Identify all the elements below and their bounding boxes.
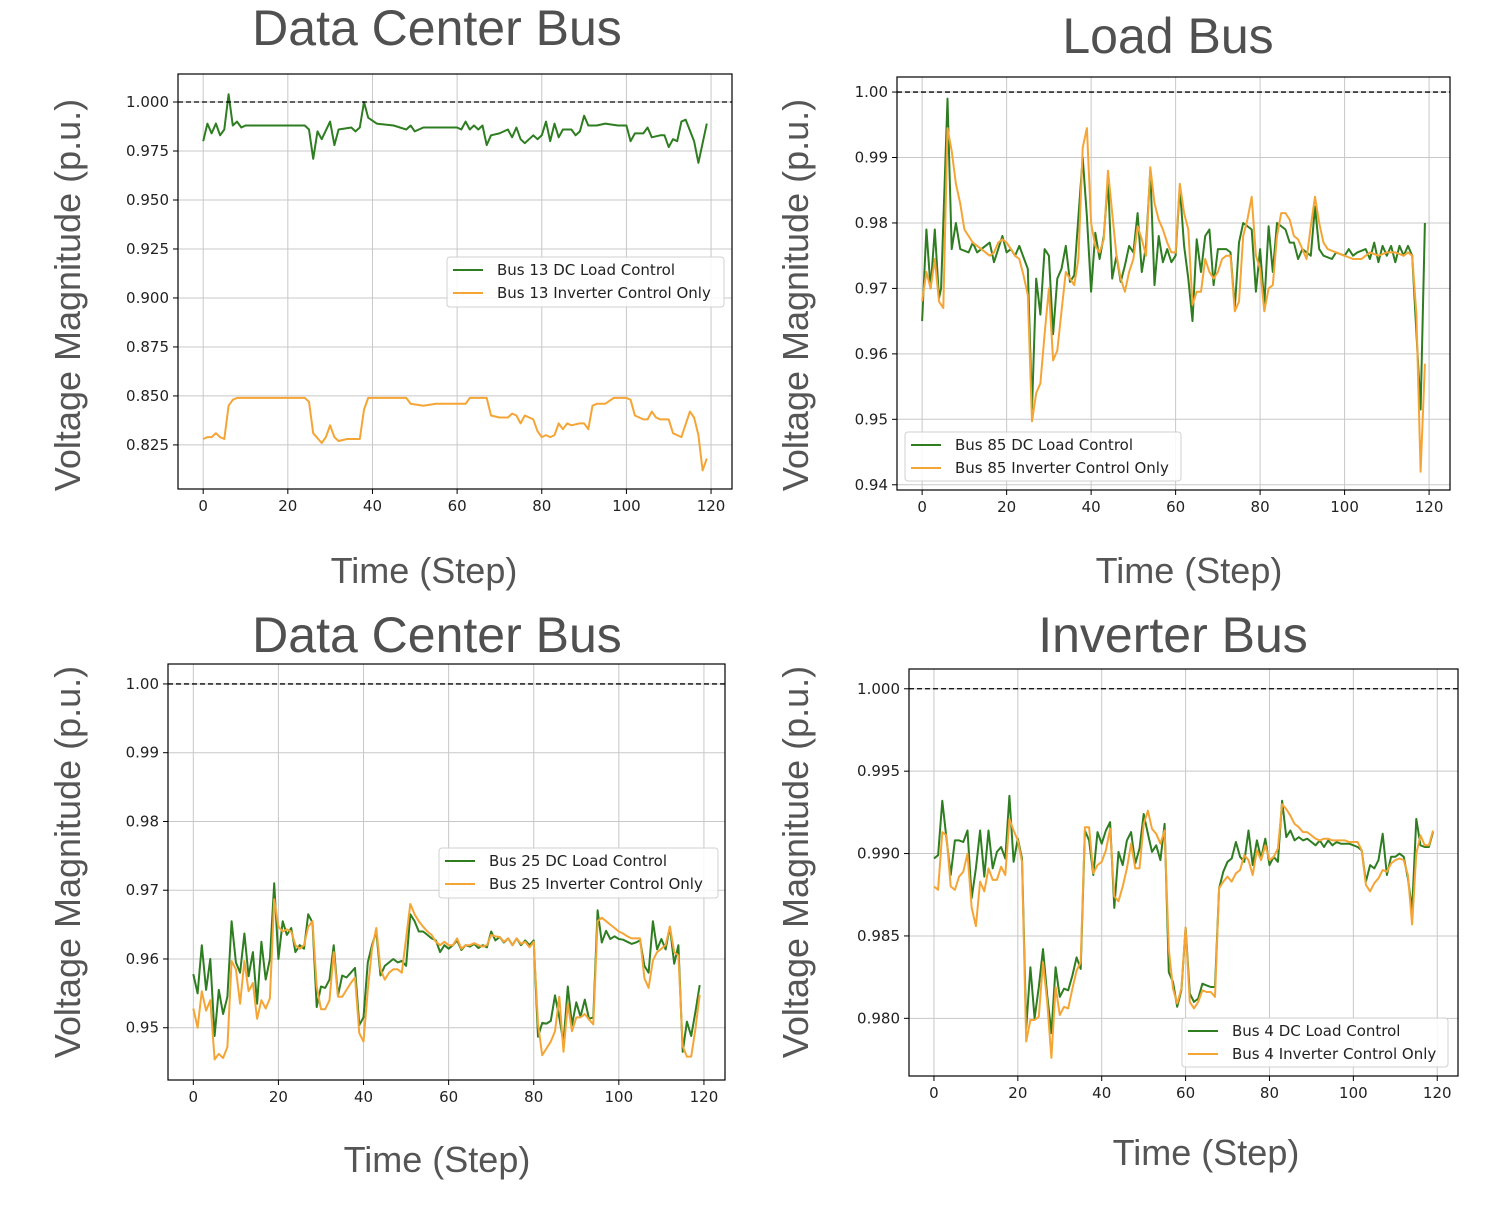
- y-tick-label: 0.925: [126, 240, 169, 258]
- legend-box: [446, 256, 725, 308]
- legend-label: Bus 25 Inverter Control Only: [489, 875, 703, 893]
- series-line-inverter-control-only: [192, 898, 701, 1061]
- legend: Bus 85 DC Load Control Bus 85 Inverter Co…: [904, 431, 1182, 482]
- x-tick-label: 20: [1008, 1084, 1027, 1102]
- y-tick-label: 0.98: [855, 214, 888, 232]
- x-axis-label: Time (Step): [1113, 1132, 1300, 1173]
- x-tick-label: 100: [605, 1088, 634, 1106]
- y-tick-label: 1.000: [126, 93, 169, 111]
- x-tick-label: 20: [278, 497, 297, 515]
- x-tick-label: 80: [532, 497, 551, 515]
- y-axis-label: Voltage Magnitude (p.u.): [47, 666, 88, 1058]
- subplot-4: Inverter Bus Time (Step) Voltage Magnitude…: [775, 607, 1459, 1173]
- y-tick-label: 0.96: [126, 950, 159, 968]
- subplot-1: Data Center Bus Time (Step) Voltage Magnit…: [47, 0, 733, 591]
- subplot-3: Data Center Bus Time (Step) Voltage Magnit…: [47, 607, 726, 1180]
- x-tick-label: 100: [1330, 498, 1359, 516]
- x-tick-label: 0: [917, 498, 927, 516]
- x-tick-label: 80: [1260, 1084, 1279, 1102]
- x-tick-label: 120: [697, 497, 726, 515]
- series-line-dc-load-control: [921, 97, 1426, 411]
- legend-label: Bus 25 DC Load Control: [489, 852, 667, 870]
- y-tick-label: 0.875: [126, 338, 169, 356]
- x-tick-label: 100: [612, 497, 641, 515]
- x-tick-label: 0: [198, 497, 208, 515]
- legend-label: Bus 85 Inverter Control Only: [955, 459, 1169, 477]
- y-tick-label: 1.00: [126, 675, 159, 693]
- y-tick-label: 0.94: [855, 476, 888, 494]
- y-tick-label: 0.985: [857, 927, 900, 945]
- x-tick-label: 120: [1415, 498, 1444, 516]
- series-line-dc-load-control: [202, 93, 708, 164]
- axes-frame: [908, 668, 1459, 1077]
- legend-box: [1181, 1017, 1449, 1068]
- x-axis-label: Time (Step): [331, 550, 518, 591]
- x-axis-label: Time (Step): [344, 1139, 531, 1180]
- x-tick-label: 0: [189, 1088, 199, 1106]
- y-tick-label: 0.95: [855, 410, 888, 428]
- series-line-inverter-control-only: [921, 127, 1426, 473]
- x-tick-label: 40: [1082, 498, 1101, 516]
- chart-title: Data Center Bus: [252, 0, 622, 56]
- y-tick-label: 1.00: [855, 83, 888, 101]
- legend: Bus 13 DC Load Control Bus 13 Inverter Co…: [446, 256, 725, 308]
- y-tick-label: 0.995: [857, 762, 900, 780]
- axes-frame: [896, 76, 1451, 491]
- y-tick-label: 0.96: [855, 345, 888, 363]
- y-tick-label: 0.980: [857, 1009, 900, 1027]
- x-tick-label: 100: [1339, 1084, 1368, 1102]
- x-tick-label: 40: [1092, 1084, 1111, 1102]
- y-axis-label: Voltage Magnitude (p.u.): [47, 99, 88, 491]
- x-tick-label: 120: [690, 1088, 719, 1106]
- legend-box: [438, 847, 719, 899]
- y-tick-label: 0.99: [126, 744, 159, 762]
- chart-title: Inverter Bus: [1038, 607, 1308, 663]
- y-tick-label: 0.97: [126, 881, 159, 899]
- x-tick-label: 40: [354, 1088, 373, 1106]
- chart-title: Load Bus: [1062, 8, 1273, 64]
- legend: Bus 4 DC Load Control Bus 4 Inverter Cont…: [1181, 1017, 1449, 1068]
- y-tick-label: 0.900: [126, 289, 169, 307]
- legend-label: Bus 4 Inverter Control Only: [1232, 1045, 1436, 1063]
- x-tick-label: 60: [439, 1088, 458, 1106]
- y-tick-label: 0.990: [857, 845, 900, 863]
- y-tick-label: 0.850: [126, 387, 169, 405]
- y-tick-label: 0.825: [126, 436, 169, 454]
- legend-label: Bus 13 Inverter Control Only: [497, 284, 711, 302]
- legend-label: Bus 4 DC Load Control: [1232, 1022, 1400, 1040]
- x-tick-label: 40: [363, 497, 382, 515]
- x-tick-label: 20: [997, 498, 1016, 516]
- y-tick-label: 0.975: [126, 142, 169, 160]
- y-tick-label: 1.000: [857, 680, 900, 698]
- x-tick-label: 60: [1176, 1084, 1195, 1102]
- y-tick-label: 0.95: [126, 1019, 159, 1037]
- legend-label: Bus 13 DC Load Control: [497, 261, 675, 279]
- y-tick-label: 0.950: [126, 191, 169, 209]
- y-tick-label: 0.98: [126, 812, 159, 830]
- x-tick-label: 80: [524, 1088, 543, 1106]
- x-tick-label: 120: [1423, 1084, 1452, 1102]
- legend: Bus 25 DC Load Control Bus 25 Inverter Co…: [438, 847, 719, 899]
- series-line-inverter-control-only: [933, 803, 1434, 1059]
- axes-frame: [177, 73, 733, 490]
- legend-box: [904, 431, 1182, 482]
- y-tick-label: 0.99: [855, 149, 888, 167]
- x-tick-label: 20: [269, 1088, 288, 1106]
- y-axis-label: Voltage Magnitude (p.u.): [775, 99, 816, 491]
- chart-title: Data Center Bus: [252, 607, 622, 663]
- subplot-2: Load Bus Time (Step) Voltage Magnitude (p.…: [775, 8, 1451, 591]
- x-axis-label: Time (Step): [1096, 550, 1283, 591]
- x-tick-label: 60: [448, 497, 467, 515]
- x-tick-label: 80: [1251, 498, 1270, 516]
- axes-frame: [167, 663, 726, 1081]
- y-tick-label: 0.97: [855, 279, 888, 297]
- x-tick-label: 60: [1166, 498, 1185, 516]
- y-axis-label: Voltage Magnitude (p.u.): [775, 666, 816, 1058]
- series-line-inverter-control-only: [202, 396, 708, 472]
- legend-label: Bus 85 DC Load Control: [955, 436, 1133, 454]
- x-tick-label: 0: [929, 1084, 939, 1102]
- series-line-dc-load-control: [192, 882, 701, 1053]
